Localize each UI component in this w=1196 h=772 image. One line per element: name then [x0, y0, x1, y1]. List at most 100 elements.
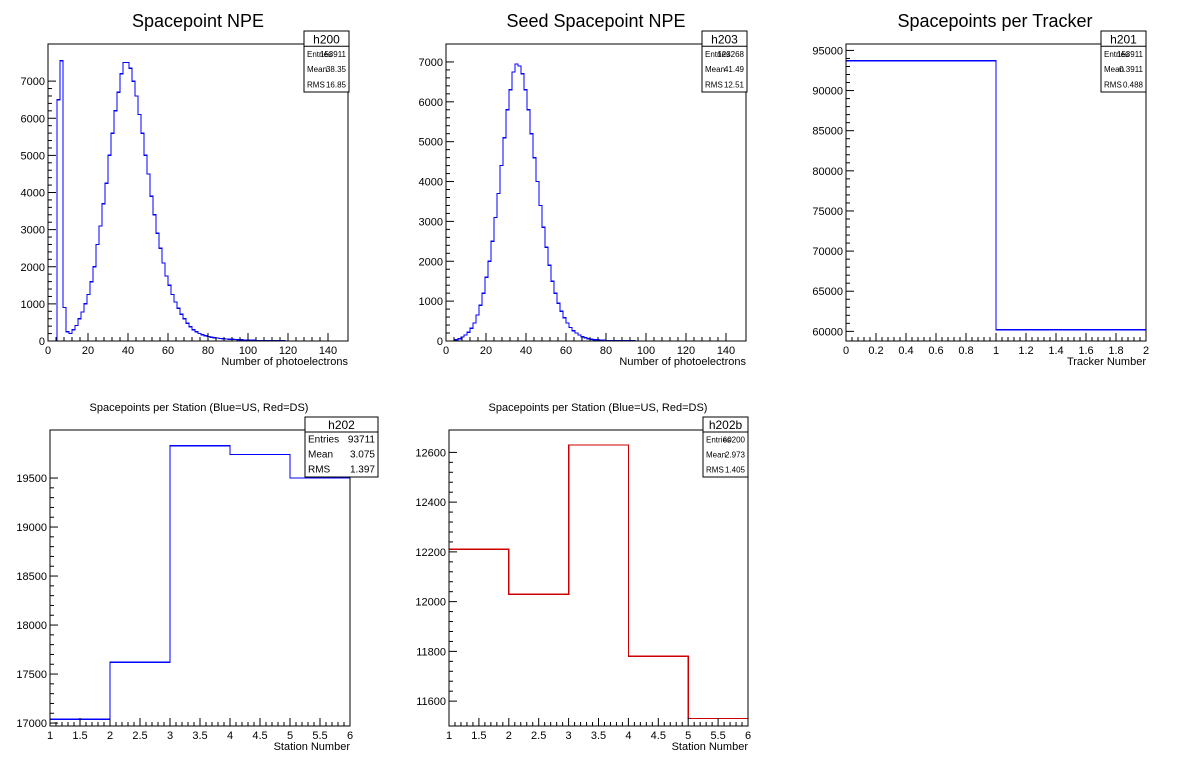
- y-tick-label: 2000: [419, 256, 443, 268]
- x-tick-label: 2: [107, 730, 113, 742]
- x-tick-label: 140: [319, 345, 337, 357]
- x-tick-label: 100: [637, 345, 655, 357]
- stats-value: 0.3911: [1119, 65, 1143, 74]
- x-tick-label: 4: [227, 730, 233, 742]
- histogram-h202-panel: Spacepoints per Station (Blue=US, Red=DS…: [16, 402, 379, 753]
- stats-box-name: h202b: [709, 418, 743, 432]
- x-tick-label: 2: [506, 730, 512, 742]
- x-tick-label: 3: [566, 730, 572, 742]
- stats-label: Entries: [705, 50, 730, 59]
- x-tick-label: 4.5: [651, 730, 666, 742]
- stats-box-frame: [701, 30, 748, 93]
- stats-value: 41.49: [724, 65, 745, 74]
- y-tick-label: 6000: [419, 97, 443, 109]
- x-tick-label: 120: [677, 345, 695, 357]
- histogram-series-line: [446, 63, 746, 342]
- x-tick-label: 1.4: [1048, 345, 1063, 357]
- x-tick-label: 4: [625, 730, 631, 742]
- stats-value: 60200: [723, 436, 746, 445]
- histogram-h200-panel: Spacepoint NPE 0 20 40 60 80 100 120 140 0 1000 200…: [21, 11, 350, 368]
- stats-label: Mean: [308, 450, 333, 461]
- x-tick-label: 2.5: [531, 730, 546, 742]
- stats-value: 153911: [1117, 50, 1144, 59]
- histogram-series-line: [449, 444, 748, 720]
- x-axis-label: Number of photoelectrons: [619, 356, 746, 368]
- y-tick-label: 12600: [415, 447, 446, 459]
- y-tick-label: 17000: [16, 718, 47, 730]
- y-tick-label: 1000: [21, 299, 45, 311]
- stats-label: Mean: [307, 65, 327, 74]
- x-tick-label: 3: [167, 730, 173, 742]
- y-tick-label: 11600: [416, 696, 446, 708]
- x-tick-label: 140: [717, 345, 735, 357]
- stats-value: 1.405: [725, 466, 746, 475]
- stats-value: 16.85: [326, 80, 347, 89]
- x-axis-label: Number of photoelectrons: [221, 356, 348, 368]
- y-tick-label: 65000: [812, 286, 843, 298]
- x-tick-label: 100: [239, 345, 257, 357]
- x-tick-label: 0.6: [928, 345, 943, 357]
- x-tick-label: 1.2: [1018, 345, 1033, 357]
- y-tick-label: 5000: [419, 137, 443, 149]
- y-tick-label: 95000: [812, 45, 843, 57]
- y-tick-label: 0: [437, 336, 443, 348]
- x-tick-label: 3.5: [591, 730, 606, 742]
- y-tick-label: 80000: [812, 166, 843, 178]
- x-tick-label: 1.5: [72, 730, 87, 742]
- plot-frame: [47, 43, 349, 342]
- histogram-h202b-panel: Spacepoints per Station (Blue=US, Red=DS…: [415, 402, 751, 753]
- x-axis-label: Station Number: [274, 741, 351, 753]
- y-tick-label: 18000: [16, 620, 47, 632]
- stats-label: RMS: [705, 80, 723, 89]
- stats-box: h202 Entries 93711 Mean 3.075 RMS 1.397: [304, 416, 379, 478]
- y-tick-label: 1000: [419, 296, 443, 308]
- x-tick-label: 4.5: [252, 730, 267, 742]
- y-tick-label: 7000: [419, 57, 443, 69]
- x-tick-label: 1: [446, 730, 452, 742]
- y-tick-label: 4000: [419, 177, 443, 189]
- x-tick-label: 2.5: [132, 730, 147, 742]
- stats-value: 12.51: [724, 80, 745, 89]
- stats-box-name: h203: [711, 32, 738, 46]
- y-tick-label: 18500: [16, 571, 47, 583]
- y-tick-label: 11800: [416, 646, 446, 658]
- y-tick-label: 85000: [812, 126, 843, 138]
- y-tick-label: 0: [39, 336, 45, 348]
- x-tick-label: 5: [685, 730, 691, 742]
- y-tick-label: 60000: [812, 326, 843, 338]
- y-tick-label: 2000: [21, 262, 45, 274]
- chart-title: Seed Spacepoint NPE: [506, 11, 685, 31]
- x-tick-label: 120: [279, 345, 297, 357]
- x-tick-label: 40: [122, 345, 134, 357]
- y-tick-label: 6000: [21, 113, 45, 125]
- stats-value: 0.488: [1123, 80, 1144, 89]
- x-tick-label: 6: [745, 730, 751, 742]
- x-tick-label: 1: [993, 345, 999, 357]
- x-tick-label: 20: [82, 345, 94, 357]
- y-tick-label: 5000: [21, 150, 45, 162]
- chart-title: Spacepoints per Station (Blue=US, Red=DS…: [489, 402, 708, 414]
- histogram-series-line: [50, 445, 350, 720]
- histogram-h201-panel: Spacepoints per Tracker 0 0.2 0.4 0.6 0.8 1 1.2…: [812, 11, 1149, 368]
- x-tick-label: 1.6: [1078, 345, 1093, 357]
- stats-label: RMS: [706, 466, 724, 475]
- y-tick-label: 4000: [21, 188, 45, 200]
- x-tick-label: 3.5: [192, 730, 207, 742]
- y-tick-label: 75000: [812, 206, 843, 218]
- stats-value: 38.35: [326, 65, 347, 74]
- x-tick-label: 1.8: [1108, 345, 1123, 357]
- x-tick-label: 80: [202, 345, 214, 357]
- stats-box-frame: [304, 416, 379, 478]
- y-tick-label: 7000: [21, 76, 45, 88]
- x-tick-label: 1: [47, 730, 53, 742]
- x-tick-label: 0: [45, 345, 51, 357]
- stats-label: Entries: [706, 436, 731, 445]
- stats-value: 2.973: [725, 451, 746, 460]
- stats-label: RMS: [308, 465, 331, 476]
- stats-label: Entries: [308, 435, 339, 446]
- x-tick-label: 40: [520, 345, 532, 357]
